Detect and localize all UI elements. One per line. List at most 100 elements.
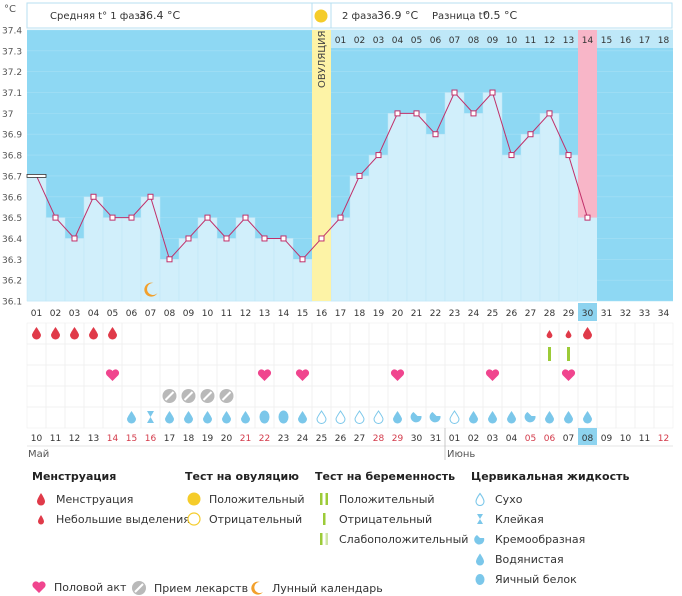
y-tick-label: 36.1 [2,298,22,308]
temperature-bar [197,217,218,302]
grid-cell [140,343,161,366]
phase2-day-label: 15 [601,36,612,46]
temperature-bar [140,196,161,302]
grid-cell [653,322,674,345]
legend-preg-weak-label: Слабоположительный [339,532,469,546]
date-label: 10 [31,434,43,444]
temperature-point [546,110,553,117]
grid-cell [482,343,503,366]
grid-cell [26,343,47,366]
grid-cell [482,322,503,345]
legend-ovulation-title: Тест на овуляцию [185,470,299,483]
watery-drop-icon [241,411,250,424]
temperature-point [489,89,496,96]
grid-cell [235,322,256,345]
blood-drop-icon [32,327,41,340]
grid-cell [254,343,275,366]
small-blood-drop-icon [32,514,50,525]
grid-cell [406,343,427,366]
temperature-bars [26,92,579,302]
blood-drop-icon [583,327,592,340]
temperature-bar [520,133,541,302]
phase2-day-label: 18 [658,36,670,46]
temperature-bar [26,175,47,302]
cycle-day-label: 10 [202,309,214,319]
pill-stripe [183,391,194,401]
grid-cell [197,322,218,345]
phase2-day-label: 16 [620,36,632,46]
moon-icon [144,282,158,297]
y-tick-label: 36.3 [2,256,22,266]
y-tick-label: 37.3 [2,47,22,57]
grid-cell [444,322,465,345]
temperature-bar [406,113,427,302]
grid-cell [615,385,636,408]
grid-cell [83,385,104,408]
grid-cell [463,385,484,408]
legend-medication-label: Прием лекарств [154,581,249,595]
grid-cell [596,343,617,366]
legend-moon: Лунный календарь [248,580,383,596]
grid-cell [254,385,275,408]
temperature-point [128,214,135,221]
phase2-day-label: 04 [392,36,404,46]
phase2-day-label: 09 [487,36,499,46]
grid-cell [615,406,636,429]
grid-cell [330,385,351,408]
blood-drop-icon [89,327,98,340]
grid-cell [425,385,446,408]
grid-cell [406,364,427,387]
watery-drop-icon [583,411,592,424]
cycle-day-label: 27 [525,309,536,319]
grid-cell [159,322,180,345]
grid-cell [140,322,161,345]
grid-cell [254,322,275,345]
grid-cell [273,364,294,387]
temperature-point [166,256,173,263]
grid-cell [102,385,123,408]
watery-drop-icon [203,411,212,424]
temperature-bar [463,113,484,302]
grid-cell [216,364,237,387]
small-blood-drop-icon [546,330,553,339]
date-label: 30 [411,434,423,444]
grid-cell [102,343,123,366]
temperature-bar [102,217,123,302]
date-label: 21 [240,434,251,444]
temperature-point [90,193,97,200]
pill-stripe [221,391,232,401]
grid-cell [102,406,123,429]
watery-drop-icon [545,411,554,424]
grid-cell [26,385,47,408]
watery-drop-icon [564,411,573,424]
phase2-day-label: 03 [373,36,384,46]
double-line-icon [315,492,333,506]
grid-cell [45,364,66,387]
cycle-day-label: 18 [354,309,366,319]
cycle-day-label: 13 [259,309,270,319]
grid-cell [615,364,636,387]
egg-white-icon [471,572,489,586]
temperature-bar [45,217,66,302]
cycle-day-label: 20 [392,309,404,319]
cycle-day-label: 11 [221,309,232,319]
temperature-point [185,235,192,242]
grid-cell [539,385,560,408]
blood-drop-icon [108,327,117,340]
temperature-point [261,235,268,242]
legend-spotting-label: Небольшие выделения [56,512,190,526]
legend-intercourse: Половой акт [30,580,126,594]
y-tick-label: 37.2 [2,68,22,78]
grid-cell [64,343,85,366]
grid-cell [501,343,522,366]
grid-cell [45,385,66,408]
creamy-drop-icon [471,532,489,546]
phase2-day-label: 17 [639,36,650,46]
legend-watery-label: Водянистая [495,552,564,566]
temperature-bar [64,238,85,302]
grid-cell [178,364,199,387]
grid-cell [292,322,313,345]
date-label: 20 [221,434,233,444]
chart-header: °C Средняя t° 1 фаза 36.4 °C 2 фаза 36.9… [4,2,673,29]
heart-icon [30,580,48,594]
